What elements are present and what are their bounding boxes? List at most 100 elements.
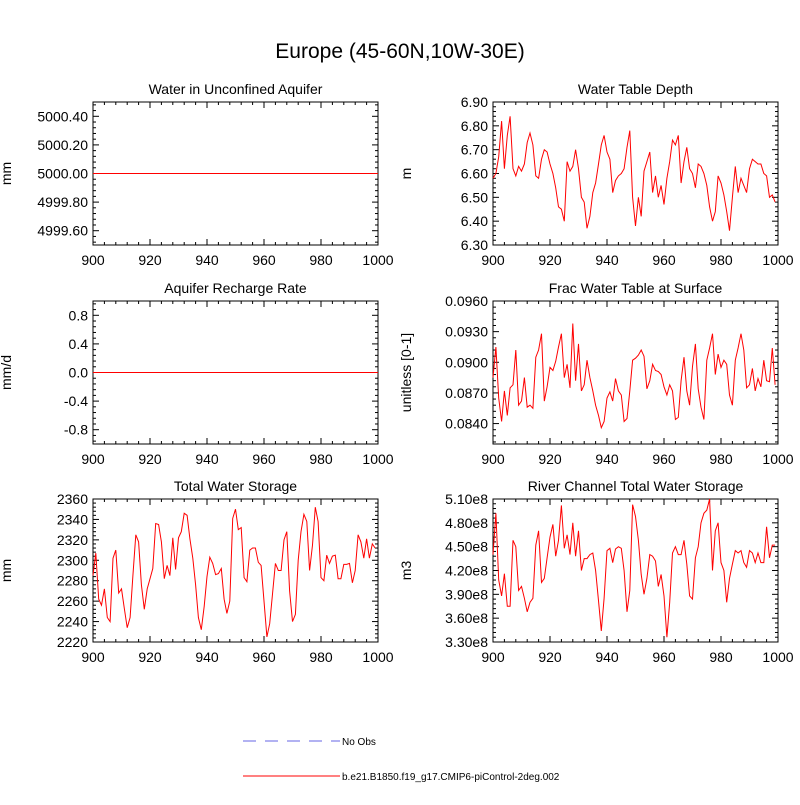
y-axis-label: m — [398, 168, 414, 180]
x-tick-label: 1000 — [362, 649, 393, 665]
x-tick-label: 920 — [538, 649, 562, 665]
y-tick-label: 2300 — [57, 552, 88, 568]
series-line — [492, 323, 776, 430]
x-tick-label: 900 — [481, 451, 505, 467]
y-tick-label: 3.30e8 — [445, 634, 488, 650]
y-tick-label: 3.60e8 — [445, 610, 488, 626]
x-tick-label: 1000 — [762, 649, 793, 665]
y-tick-label: 2240 — [57, 614, 88, 630]
y-axis-label: unitless [0-1] — [398, 333, 414, 412]
plot-frame — [492, 300, 779, 445]
x-tick-label: 960 — [252, 451, 276, 467]
y-tick-label: 6.80 — [461, 118, 488, 134]
chart-title: Aquifer Recharge Rate — [164, 280, 307, 296]
legend-label: No Obs — [342, 737, 376, 748]
y-tick-label: 2220 — [57, 634, 88, 650]
y-tick-label: 6.70 — [461, 142, 488, 158]
x-tick-label: 980 — [709, 252, 733, 268]
x-tick-label: 900 — [481, 252, 505, 268]
y-tick-label: 0.0840 — [445, 416, 488, 432]
chart-panel: Water Table Depth m 900 920 940 960 980 1000 6.3… — [398, 81, 794, 268]
y-tick-label: 4999.80 — [37, 194, 88, 210]
y-tick-label: 5000.20 — [37, 137, 88, 153]
y-tick-label: 6.90 — [461, 94, 488, 110]
x-tick-label: 940 — [595, 451, 619, 467]
chart-title: Frac Water Table at Surface — [549, 280, 723, 296]
x-tick-label: 980 — [709, 649, 733, 665]
y-tick-label: 3.90e8 — [445, 586, 488, 602]
figure-title: Europe (45-60N,10W-30E) — [275, 40, 525, 63]
y-axis-label: mm — [0, 559, 14, 582]
chart-panel: Aquifer Recharge Rate mm/d 900 920 940 960 980… — [0, 280, 394, 467]
x-tick-label: 960 — [652, 451, 676, 467]
x-tick-label: 900 — [81, 252, 105, 268]
x-tick-label: 980 — [709, 451, 733, 467]
chart-panel: Frac Water Table at Surface unitless [0-1… — [398, 280, 794, 467]
y-tick-label: 2280 — [57, 573, 88, 589]
y-tick-label: 6.30 — [461, 237, 488, 253]
x-tick-label: 920 — [538, 252, 562, 268]
series-line — [92, 507, 376, 638]
y-tick-label: 0.4 — [69, 336, 89, 352]
x-tick-label: 1000 — [362, 451, 393, 467]
x-tick-label: 920 — [138, 649, 162, 665]
x-tick-label: 1000 — [362, 252, 393, 268]
y-tick-label: 0.0870 — [445, 385, 488, 401]
x-tick-label: 920 — [138, 252, 162, 268]
y-tick-label: 4.50e8 — [445, 539, 488, 555]
legend: No Obs b.e21.B1850.f19_g17.CMIP6-piContro… — [243, 737, 560, 783]
y-tick-label: 2320 — [57, 532, 88, 548]
plot-frame — [92, 498, 379, 643]
y-tick-label: 0.0 — [69, 365, 89, 381]
x-tick-label: 960 — [652, 252, 676, 268]
y-tick-label: 5.10e8 — [445, 491, 488, 507]
y-axis-label: mm/d — [0, 355, 14, 390]
x-tick-label: 900 — [81, 649, 105, 665]
y-tick-label: 0.0900 — [445, 354, 488, 370]
x-tick-label: 980 — [309, 252, 333, 268]
y-tick-label: -0.8 — [64, 422, 88, 438]
chart-title: Total Water Storage — [174, 478, 297, 494]
y-tick-label: 5000.40 — [37, 108, 88, 124]
y-tick-label: 2360 — [57, 491, 88, 507]
y-tick-label: 6.40 — [461, 213, 488, 229]
y-axis-label: mm — [0, 162, 14, 185]
series-line — [492, 498, 776, 638]
x-tick-label: 940 — [195, 252, 219, 268]
x-tick-label: 920 — [538, 451, 562, 467]
chart-title: Water in Unconfined Aquifer — [149, 81, 323, 97]
x-tick-label: 900 — [481, 649, 505, 665]
series-line — [492, 116, 776, 231]
y-tick-label: 2260 — [57, 593, 88, 609]
y-tick-label: 5000.00 — [37, 166, 88, 182]
y-tick-label: 4999.60 — [37, 223, 88, 239]
y-tick-label: 0.8 — [69, 307, 89, 323]
x-tick-label: 920 — [138, 451, 162, 467]
y-tick-label: 4.80e8 — [445, 515, 488, 531]
x-tick-label: 980 — [309, 649, 333, 665]
y-tick-label: 6.50 — [461, 189, 488, 205]
y-tick-label: 0.0930 — [445, 324, 488, 340]
y-tick-label: 2340 — [57, 511, 88, 527]
x-tick-label: 980 — [309, 451, 333, 467]
x-tick-label: 940 — [595, 649, 619, 665]
y-axis-label: m3 — [398, 561, 414, 581]
chart-title: Water Table Depth — [578, 81, 693, 97]
x-tick-label: 960 — [652, 649, 676, 665]
chart-panel: Total Water Storage mm 900 920 940 960 980 1000… — [0, 478, 394, 665]
x-tick-label: 940 — [595, 252, 619, 268]
x-tick-label: 960 — [252, 252, 276, 268]
x-tick-label: 1000 — [762, 252, 793, 268]
y-tick-label: 4.20e8 — [445, 563, 488, 579]
chart-panel: Water in Unconfined Aquifer mm 900 920 940 96… — [0, 81, 394, 268]
x-tick-label: 940 — [195, 649, 219, 665]
chart-title: River Channel Total Water Storage — [528, 478, 744, 494]
legend-label: b.e21.B1850.f19_g17.CMIP6-piControl-2deg… — [342, 772, 560, 783]
x-tick-label: 940 — [195, 451, 219, 467]
y-tick-label: 6.60 — [461, 166, 488, 182]
y-tick-label: -0.4 — [64, 393, 88, 409]
x-tick-label: 1000 — [762, 451, 793, 467]
chart-panel: River Channel Total Water Storage m3 900 92… — [398, 478, 794, 665]
